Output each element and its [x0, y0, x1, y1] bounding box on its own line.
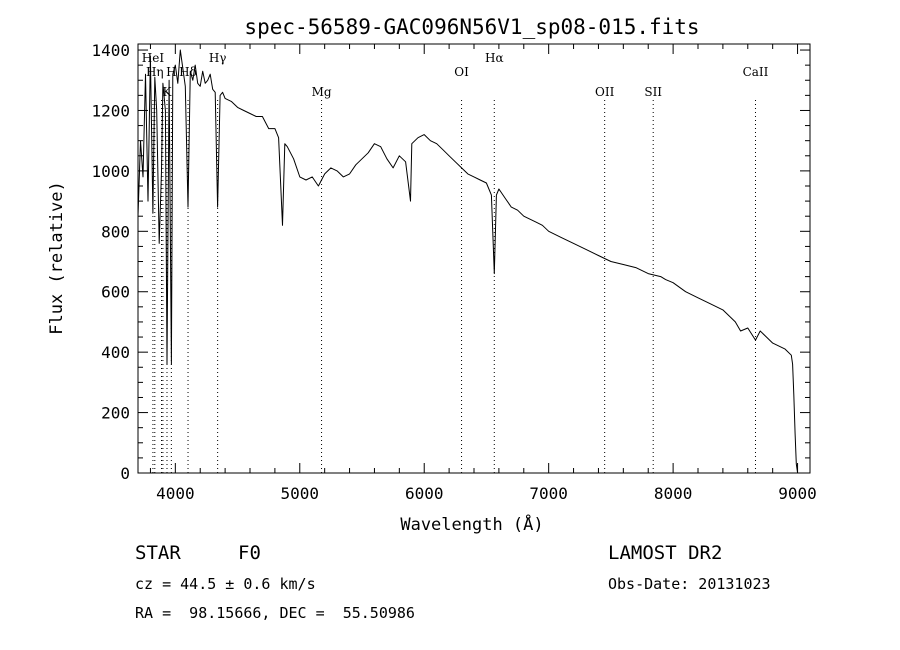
x-tick-label: 5000: [281, 484, 320, 503]
line-label: SII: [644, 85, 662, 99]
coordinates-text: RA = 98.15666, DEC = 55.50986: [135, 604, 415, 622]
x-tick-label: 9000: [778, 484, 817, 503]
emission-line-markers: [152, 100, 756, 473]
y-tick-label: 600: [101, 283, 130, 302]
y-tick-label: 1200: [91, 101, 130, 120]
line-label: HeI: [142, 51, 165, 65]
survey-label: LAMOST DR2: [608, 542, 723, 564]
line-label: K: [163, 85, 173, 99]
line-label: Mg: [312, 85, 332, 99]
y-tick-label: 800: [101, 222, 130, 241]
subclass-label: F0: [238, 542, 261, 564]
class-label: STAR: [135, 542, 181, 564]
line-label: CaII: [743, 65, 769, 79]
y-tick-label: 1000: [91, 162, 130, 181]
y-tick-label: 400: [101, 343, 130, 362]
y-tick-label: 200: [101, 404, 130, 423]
y-tick-label: 0: [120, 464, 130, 483]
x-axis-label: Wavelength (Å): [400, 513, 543, 535]
y-tick-label: 1400: [91, 41, 130, 60]
x-tick-label: 7000: [529, 484, 568, 503]
spectrum-line: [137, 49, 799, 474]
line-label: OI: [454, 65, 469, 79]
line-label: OII: [595, 85, 615, 99]
obs-date-text: Obs-Date: 20131023: [608, 575, 771, 593]
x-tick-label: 8000: [654, 484, 693, 503]
x-tick-label: 4000: [156, 484, 195, 503]
x-tick-label: 6000: [405, 484, 444, 503]
line-label: H: [166, 65, 176, 79]
line-label: Hγ: [209, 51, 227, 65]
chart-title: spec-56589-GAC096N56V1_sp08-015.fits: [244, 15, 699, 39]
redshift-text: cz = 44.5 ± 0.6 km/s: [135, 575, 316, 593]
y-axis-ticks: 0 200 400 600 800 1000 1200 1400: [91, 41, 810, 483]
line-label: Hα: [485, 51, 504, 65]
x-axis-ticks: 4000 5000 6000 7000 8000 9000: [149, 44, 817, 503]
y-axis-label: Flux (relative): [47, 181, 67, 335]
